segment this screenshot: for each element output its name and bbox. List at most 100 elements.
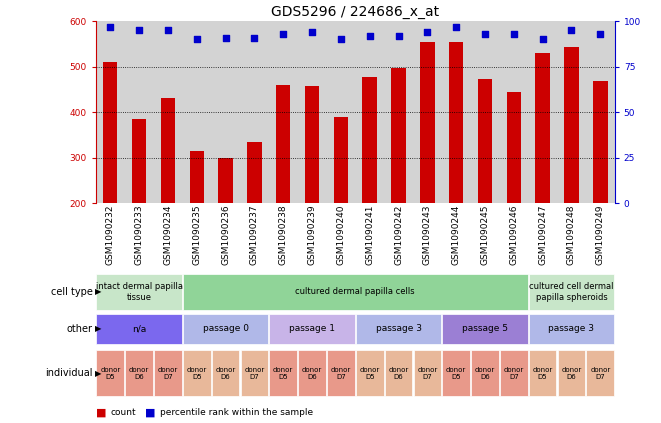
Text: cultured dermal papilla cells: cultured dermal papilla cells [295,287,415,297]
Bar [211,21,240,203]
Text: ■: ■ [96,407,106,418]
Bar [103,62,118,203]
Point [537,36,548,43]
Bar [558,350,586,396]
Text: donor
D5: donor D5 [446,367,466,380]
Point [480,30,490,37]
Bar [334,117,348,203]
Bar [449,41,463,203]
Point [566,27,577,34]
Bar [327,21,356,203]
Bar [298,350,326,396]
Text: donor
D5: donor D5 [100,367,120,380]
Text: passage 5: passage 5 [462,324,508,333]
Bar [478,80,492,203]
Point [451,23,461,30]
Bar [190,151,204,203]
Text: donor
D7: donor D7 [504,367,524,380]
Bar [586,21,615,203]
Text: donor
D6: donor D6 [129,367,149,380]
Text: ▶: ▶ [95,287,102,297]
Point [192,36,202,43]
Text: ▶: ▶ [95,369,102,378]
Text: count: count [110,408,136,417]
Point [364,32,375,39]
Bar [593,81,607,203]
Bar [183,350,211,396]
Bar [500,350,527,396]
Bar [305,86,319,203]
Bar [269,21,297,203]
Bar [270,350,297,396]
Text: donor
D6: donor D6 [561,367,582,380]
Text: passage 3: passage 3 [375,324,422,333]
Bar [384,21,413,203]
Text: other: other [67,324,93,334]
Bar [442,350,470,396]
Bar [125,350,153,396]
Bar [297,21,327,203]
Point [134,27,144,34]
Point [278,30,288,37]
Bar [247,142,262,203]
Text: donor
D7: donor D7 [158,367,178,380]
Bar [153,21,182,203]
Bar [161,98,175,203]
Bar [471,350,499,396]
Title: GDS5296 / 224686_x_at: GDS5296 / 224686_x_at [271,5,440,19]
Text: percentile rank within the sample: percentile rank within the sample [160,408,313,417]
Text: donor
D6: donor D6 [302,367,322,380]
Bar [241,350,268,396]
Bar [182,21,211,203]
Text: donor
D5: donor D5 [360,367,380,380]
Text: ▶: ▶ [95,324,102,333]
Point [422,29,433,36]
Point [508,30,519,37]
Point [393,32,404,39]
Text: donor
D7: donor D7 [590,367,611,380]
Bar [218,158,233,203]
Text: donor
D7: donor D7 [330,367,351,380]
Bar [442,314,527,344]
Point [595,30,605,37]
Text: intact dermal papilla
tissue: intact dermal papilla tissue [96,282,182,302]
Bar [385,350,412,396]
Bar [183,274,527,310]
Bar [535,53,550,203]
Bar [96,21,125,203]
Point [307,29,317,36]
Bar [586,350,614,396]
Bar [500,21,528,203]
Bar [327,350,355,396]
Point [163,27,173,34]
Bar [97,314,182,344]
Bar [183,314,268,344]
Bar [506,92,521,203]
Bar [132,119,146,203]
Bar [97,274,182,310]
Bar [125,21,153,203]
Bar [529,314,614,344]
Text: donor
D7: donor D7 [245,367,264,380]
Bar [557,21,586,203]
Text: donor
D6: donor D6 [215,367,236,380]
Point [249,34,260,41]
Text: individual: individual [45,368,93,378]
Bar [471,21,500,203]
Bar [564,47,578,203]
Bar [362,77,377,203]
Bar [154,350,182,396]
Text: donor
D6: donor D6 [475,367,495,380]
Bar [413,21,442,203]
Bar [529,274,614,310]
Text: n/a: n/a [132,324,146,333]
Bar [442,21,471,203]
Text: donor
D6: donor D6 [389,367,408,380]
Text: donor
D7: donor D7 [417,367,438,380]
Text: ■: ■ [145,407,156,418]
Text: cultured cell dermal
papilla spheroids: cultured cell dermal papilla spheroids [529,282,614,302]
Bar [528,21,557,203]
Bar [529,350,557,396]
Bar [391,68,406,203]
Text: passage 0: passage 0 [202,324,249,333]
